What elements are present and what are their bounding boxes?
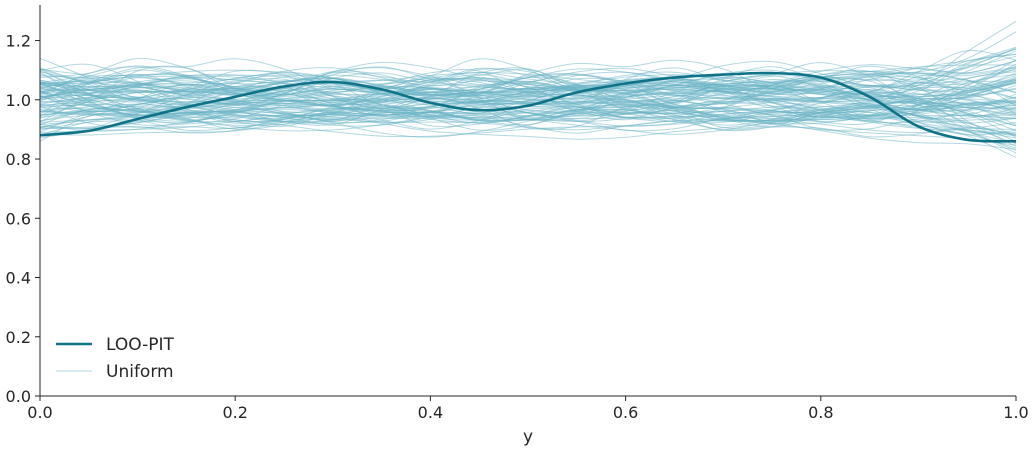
uniform-curve (39, 105, 1017, 140)
legend-label-loo-pit: LOO-PIT (106, 335, 174, 355)
legend: LOO-PIT Uniform (56, 335, 174, 382)
x-tick-label: 0.4 (418, 403, 443, 422)
uniform-curve (39, 105, 1017, 149)
y-tick-label: 0.2 (6, 328, 31, 347)
loo-pit-line (39, 71, 1017, 143)
uniform-curve (39, 65, 1017, 98)
uniform-curve (39, 102, 1017, 139)
y-tick-label: 0.8 (6, 150, 31, 169)
y-ticks: 0.0 0.2 0.4 0.6 0.8 1.0 1.2 (6, 32, 40, 406)
uniform-curve (39, 79, 1017, 91)
axes (39, 5, 1016, 397)
uniform-curve (39, 48, 1017, 96)
y-tick-label: 1.2 (6, 32, 31, 51)
uniform-curve (39, 67, 1017, 90)
y-tick-label: 1.0 (6, 91, 31, 110)
loo-pit-line-group (39, 71, 1017, 143)
legend-label-uniform: Uniform (106, 362, 174, 382)
x-tick-label: 0.8 (808, 403, 833, 422)
uniform-curve (39, 60, 1017, 99)
uniform-curve (39, 83, 1017, 154)
uniform-curve (39, 95, 1017, 158)
uniform-curve (39, 107, 1017, 123)
x-tick-label: 0.2 (222, 403, 247, 422)
uniform-curve (39, 71, 1017, 136)
uniform-curve (39, 87, 1017, 138)
x-tick-label: 0.6 (613, 403, 638, 422)
y-tick-label: 0.6 (6, 209, 31, 228)
x-axis-title: y (523, 427, 533, 447)
x-tick-label: 0.0 (27, 403, 52, 422)
uniform-curve (39, 101, 1017, 138)
x-ticks: 0.0 0.2 0.4 0.6 0.8 1.0 (27, 396, 1029, 422)
uniform-curve (39, 53, 1017, 98)
uniform-curve (39, 76, 1017, 121)
y-tick-label: 0.4 (6, 269, 31, 288)
y-tick-label: 0.0 (6, 387, 31, 406)
uniform-curve (39, 86, 1017, 117)
x-tick-label: 1.0 (1003, 403, 1028, 422)
uniform-lines-group (39, 20, 1017, 158)
